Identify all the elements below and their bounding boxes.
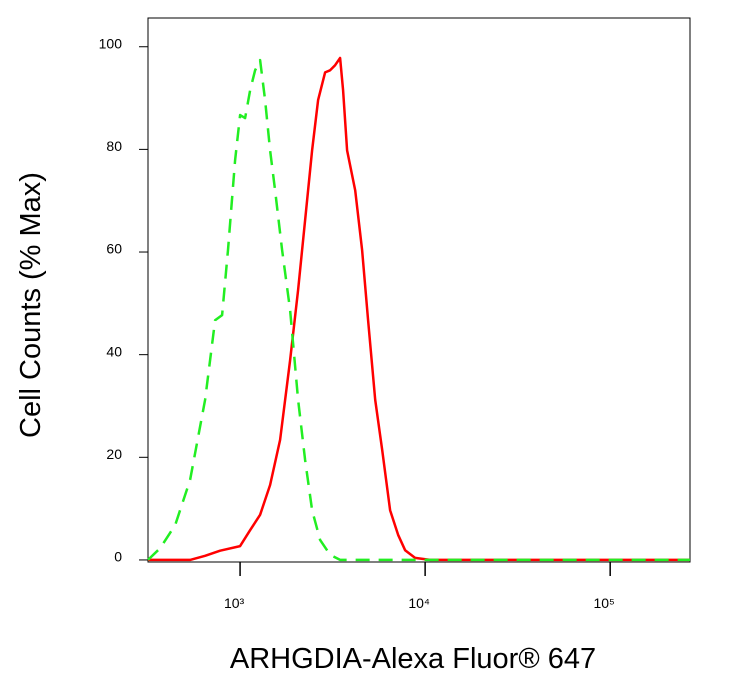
y-tick-label: 100 <box>99 35 123 51</box>
y-tick-label: 20 <box>106 446 122 462</box>
x-axis-label: ARHGDIA-Alexa Fluor® 647 <box>230 643 596 675</box>
y-tick-label: 40 <box>106 343 122 359</box>
y-tick-label: 0 <box>114 549 122 565</box>
y-tick-label: 80 <box>106 138 122 154</box>
x-tick-label: 10³ <box>224 595 245 611</box>
y-axis-label: Cell Counts (% Max) <box>15 172 47 438</box>
x-tick-label: 10⁴ <box>408 595 430 611</box>
series-line <box>147 58 690 562</box>
series-line <box>148 56 690 562</box>
x-tick-label: 10⁵ <box>593 595 614 611</box>
y-tick-label: 60 <box>106 241 122 257</box>
plot-frame <box>147 17 691 563</box>
